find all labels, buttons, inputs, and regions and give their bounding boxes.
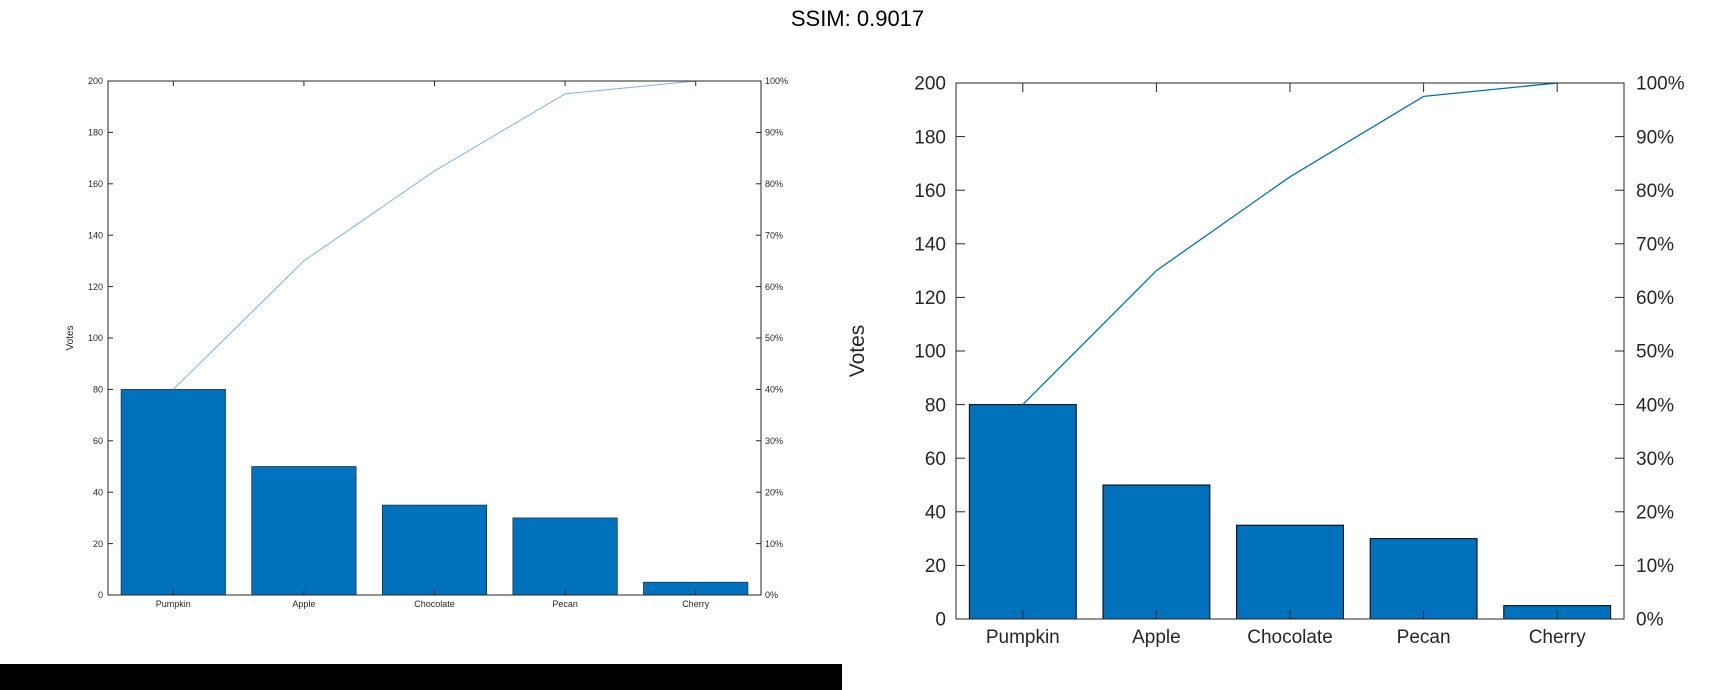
ytick-label: 140 bbox=[914, 234, 946, 255]
y2tick-label: 100% bbox=[1636, 74, 1685, 95]
ytick-label: 120 bbox=[88, 282, 103, 292]
black-bar bbox=[0, 664, 842, 690]
bar-pecan bbox=[1369, 538, 1478, 620]
y2tick-label: 30% bbox=[765, 436, 783, 446]
bar-apple bbox=[251, 466, 357, 596]
y2tick-label: 0% bbox=[765, 590, 778, 600]
xtick-label: Pecan bbox=[552, 599, 578, 609]
ytick-label: 20 bbox=[93, 539, 103, 549]
chart-left: 0 20 40 60 80 100 120 140 160 180 200 0% 10% 20% 30% 40… bbox=[65, 76, 788, 609]
ytick-label: 180 bbox=[914, 127, 946, 148]
xtick-label: Pumpkin bbox=[156, 599, 191, 609]
y2tick-label: 90% bbox=[1636, 127, 1674, 148]
ytick-label: 200 bbox=[88, 76, 103, 86]
y2tick-label: 40% bbox=[765, 385, 783, 395]
bar-pumpkin bbox=[120, 389, 226, 596]
xtick-label: Chocolate bbox=[414, 599, 455, 609]
ytick-label: 60 bbox=[925, 449, 946, 470]
ytick-label: 100 bbox=[88, 333, 103, 343]
chart-right: 0 20 40 60 80 100 120 140 160 180 200 0% 10% 20% 30% 40… bbox=[846, 74, 1685, 648]
bar-chocolate bbox=[1236, 524, 1344, 620]
y2tick-label: 90% bbox=[765, 128, 783, 138]
y2tick-label: 10% bbox=[765, 539, 783, 549]
ylabel: Votes bbox=[846, 325, 869, 378]
y2tick-label: 60% bbox=[1636, 288, 1674, 309]
bar-pecan bbox=[512, 517, 618, 596]
ytick-label: 140 bbox=[88, 230, 103, 240]
y2tick-label: 100% bbox=[765, 76, 788, 86]
ytick-label: 100 bbox=[914, 342, 946, 363]
figure-title: SSIM: 0.9017 bbox=[790, 6, 925, 31]
cumulative-line bbox=[172, 80, 696, 390]
ytick-label: 160 bbox=[914, 181, 946, 202]
xtick-label: Pumpkin bbox=[986, 627, 1060, 648]
ytick-label: 160 bbox=[88, 179, 103, 189]
xtick-label: Apple bbox=[1132, 627, 1181, 648]
y2tick-label: 70% bbox=[765, 230, 783, 240]
bar-chocolate bbox=[381, 504, 488, 596]
xtick-label: Pecan bbox=[1397, 627, 1451, 648]
y2tick-label: 80% bbox=[1636, 181, 1674, 202]
ytick-label: 60 bbox=[93, 436, 103, 446]
ytick-label: 0 bbox=[98, 590, 103, 600]
ytick-label: 0 bbox=[935, 610, 946, 631]
ylabel: Votes bbox=[65, 325, 76, 350]
ytick-label: 200 bbox=[914, 74, 946, 95]
bar-apple bbox=[1102, 484, 1211, 620]
bar-pumpkin bbox=[968, 404, 1077, 620]
xtick-label: Apple bbox=[292, 599, 315, 609]
y2tick-label: 20% bbox=[1636, 502, 1674, 523]
y2tick-label: 20% bbox=[765, 487, 783, 497]
y2tick-label: 60% bbox=[765, 282, 783, 292]
y2tick-label: 50% bbox=[765, 333, 783, 343]
y2tick-label: 0% bbox=[1636, 610, 1664, 631]
ytick-label: 20 bbox=[925, 556, 946, 577]
y2tick-label: 80% bbox=[765, 179, 783, 189]
xtick-label: Chocolate bbox=[1247, 627, 1333, 648]
y2tick-label: 40% bbox=[1636, 395, 1674, 416]
ytick-label: 80 bbox=[93, 385, 103, 395]
y2tick-label: 70% bbox=[1636, 234, 1674, 255]
ytick-label: 180 bbox=[88, 128, 103, 138]
y2tick-label: 50% bbox=[1636, 342, 1674, 363]
y2tick-label: 10% bbox=[1636, 556, 1674, 577]
cumulative-line bbox=[1022, 82, 1558, 406]
xtick-label: Cherry bbox=[1529, 627, 1587, 648]
ytick-label: 120 bbox=[914, 288, 946, 309]
ytick-label: 40 bbox=[93, 487, 103, 497]
ytick-label: 80 bbox=[925, 395, 946, 416]
ytick-label: 40 bbox=[925, 502, 946, 523]
y2tick-label: 30% bbox=[1636, 449, 1674, 470]
xtick-label: Cherry bbox=[682, 599, 710, 609]
